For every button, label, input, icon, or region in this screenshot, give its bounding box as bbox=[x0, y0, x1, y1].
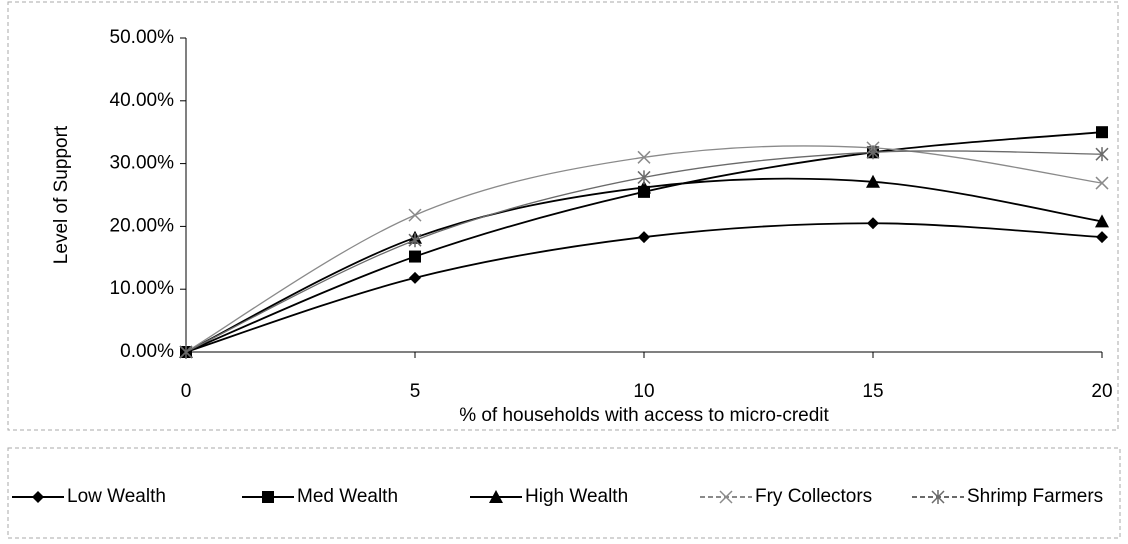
marker bbox=[32, 491, 44, 503]
marker bbox=[719, 490, 733, 504]
legend-label: Fry Collectors bbox=[755, 486, 872, 507]
y-tick-label: 0.00% bbox=[120, 341, 174, 362]
marker bbox=[262, 491, 274, 503]
marker bbox=[179, 345, 193, 359]
x-tick-label: 10 bbox=[633, 381, 654, 402]
marker bbox=[1095, 176, 1109, 190]
marker bbox=[866, 174, 880, 188]
y-tick-label: 10.00% bbox=[110, 278, 175, 299]
marker bbox=[1095, 214, 1109, 228]
marker bbox=[1095, 147, 1109, 162]
marker bbox=[866, 145, 880, 160]
x-tick-label: 5 bbox=[410, 381, 421, 402]
y-tick-label: 20.00% bbox=[110, 215, 175, 236]
marker bbox=[637, 170, 651, 185]
marker bbox=[409, 271, 421, 284]
marker bbox=[408, 208, 422, 222]
y-tick-label: 40.00% bbox=[110, 90, 175, 111]
legend-label: Med Wealth bbox=[297, 486, 398, 507]
x-tick-label: 15 bbox=[862, 381, 883, 402]
legend-frame bbox=[7, 447, 1121, 539]
marker bbox=[489, 490, 503, 503]
x-tick-label: 20 bbox=[1091, 381, 1112, 402]
y-tick-label: 30.00% bbox=[110, 153, 175, 174]
marker bbox=[408, 233, 422, 248]
y-axis-label: Level of Support bbox=[51, 125, 72, 264]
marker bbox=[637, 180, 651, 194]
marker bbox=[637, 150, 651, 164]
y-tick-label: 50.00% bbox=[110, 27, 175, 48]
legend-label: Shrimp Farmers bbox=[967, 486, 1103, 507]
x-tick-label: 0 bbox=[181, 381, 192, 402]
marker bbox=[931, 490, 945, 504]
series-line bbox=[185, 177, 1103, 353]
marker bbox=[409, 250, 421, 263]
legend-label: High Wealth bbox=[525, 486, 628, 507]
chart-frame bbox=[7, 1, 1119, 431]
legend-label: Low Wealth bbox=[67, 486, 166, 507]
marker bbox=[638, 231, 650, 244]
marker bbox=[1096, 126, 1108, 139]
marker bbox=[1096, 231, 1108, 244]
marker bbox=[867, 217, 879, 230]
x-axis-label: % of households with access to micro-cre… bbox=[459, 405, 829, 426]
